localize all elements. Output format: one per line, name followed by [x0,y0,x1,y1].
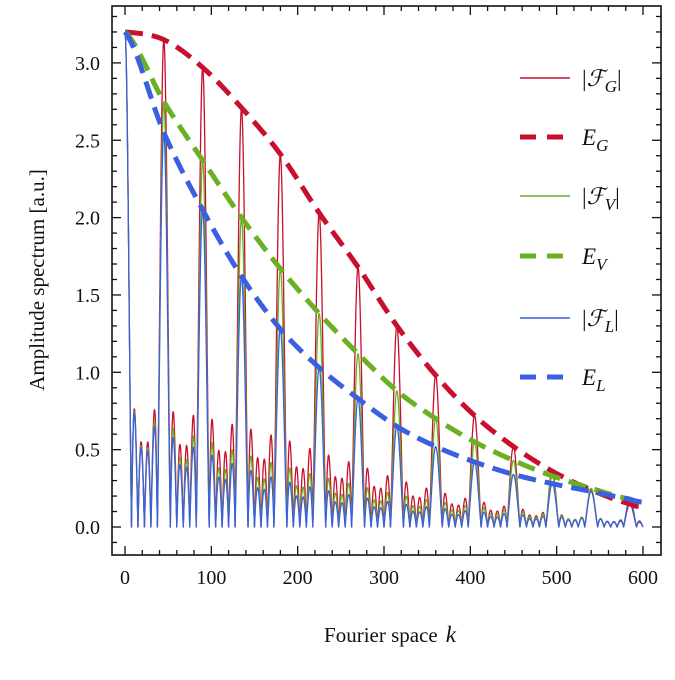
legend-label-prefix: | [582,306,587,331]
legend-label-suffix: | [617,66,622,91]
legend-label-prefix: | [582,66,587,91]
legend-label-subscript: V [605,195,618,214]
legend-label-symbol: ℱ [587,184,609,209]
y-tick-label: 0.5 [75,440,100,462]
y-tick-label: 1.0 [75,362,100,384]
x-tick-label: 100 [196,567,226,589]
legend-item-FV: |ℱV| [520,184,620,214]
legend-label: EV [581,244,609,274]
y-tick-label: 0.0 [75,517,100,539]
legend-item-FL: |ℱL| [520,306,619,336]
legend-label-symbol: E [581,365,596,390]
x-tick-label: 500 [542,567,572,589]
y-axis-label: Amplitude spectrum [a.u.] [25,169,49,391]
legend: |ℱG|EG|ℱV|EV|ℱL|EL [520,66,622,395]
series-EG [124,29,644,510]
series-FV [124,31,644,528]
legend-label: |ℱV| [582,184,620,214]
y-tick-label: 2.0 [75,208,100,230]
x-tick-label: 300 [369,567,399,589]
legend-label-symbol: E [581,125,596,150]
x-tick-label: 0 [120,567,130,589]
legend-item-FG: |ℱG| [520,66,622,96]
legend-label-subscript: L [595,376,605,395]
series-EL [122,30,644,505]
x-tick-label: 600 [628,567,658,589]
plot-frame [111,5,662,556]
x-axis-label-text: Fourier space [324,623,438,647]
series-layer [122,29,644,528]
legend-label-subscript: G [605,77,617,96]
series-EV [123,30,644,505]
legend-label-subscript: V [596,255,609,274]
legend-label-subscript: G [596,136,608,155]
x-axis-label-var: k [446,622,457,647]
legend-label-subscript: L [604,317,614,336]
legend-label-symbol: E [581,244,596,269]
x-tick-label: 400 [455,567,485,589]
legend-label-symbol: ℱ [587,306,609,331]
series-FL [124,31,644,528]
legend-item-EV: EV [520,244,609,274]
y-tick-label: 3.0 [75,53,100,75]
legend-label-prefix: | [582,184,587,209]
legend-label: |ℱG| [582,66,622,96]
series-FG [124,31,644,528]
ticks-layer: 0 100 200 300 400 500 600 0.0 0.5 1.0 1.5 2.0 2.5 3.0 [75,6,661,589]
legend-label: EL [581,365,606,395]
legend-label-symbol: ℱ [587,66,609,91]
y-tick-label: 2.5 [75,130,100,152]
x-tick-label: 200 [283,567,313,589]
y-tick-label: 1.5 [75,285,100,307]
legend-label: |ℱL| [582,306,619,336]
legend-label: EG [581,125,608,155]
legend-item-EL: EL [520,365,606,395]
legend-label-suffix: | [614,306,619,331]
legend-item-EG: EG [520,125,608,155]
x-axis-label: Fourier space k [324,622,457,647]
legend-label-suffix: | [615,184,620,209]
